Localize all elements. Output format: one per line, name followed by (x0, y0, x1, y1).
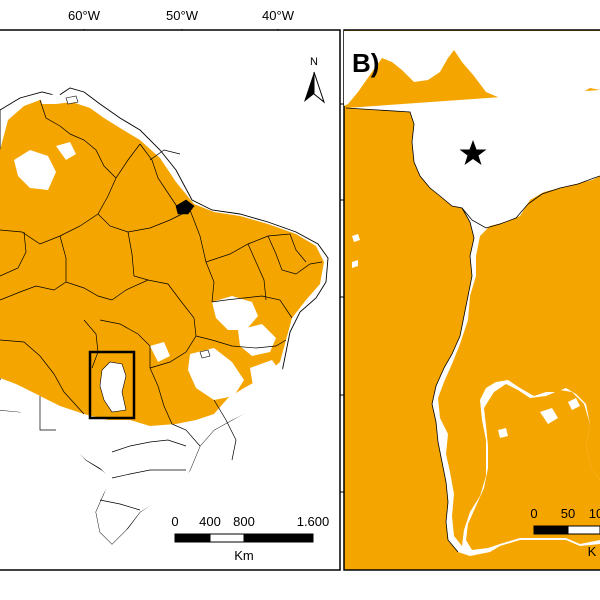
scale-label-800: 800 (233, 514, 255, 529)
longitude-label-50w: 50°W (166, 8, 199, 23)
map-a-panel: 60°W 50°W 40°W (0, 8, 345, 571)
panel-label-b: B) (352, 48, 379, 78)
map-b-speckles (352, 234, 580, 438)
map-b-panel: B) 0 50 10 K (343, 29, 600, 571)
scale-label-0: 0 (171, 514, 178, 529)
scale-label-400: 400 (199, 514, 221, 529)
north-arrow-icon (304, 72, 314, 102)
islands-a (65, 95, 211, 359)
study-area-range (99, 361, 127, 413)
north-arrow: N (304, 56, 326, 104)
longitude-label-40w: 40°W (262, 8, 295, 23)
north-arrow-label: N (310, 56, 318, 68)
scale-b-label-0: 0 (530, 506, 537, 521)
scale-b-label-50: 50 (561, 506, 575, 521)
admin-borders-b (345, 107, 600, 553)
longitude-label-60w: 60°W (68, 8, 101, 23)
study-area-box (88, 350, 136, 420)
scale-label-1600: 1.600 (297, 514, 330, 529)
scale-bar-a: 0 400 800 1.600 Km (171, 514, 329, 563)
scale-unit-a: Km (234, 548, 254, 563)
range-gaps-a (0, 94, 284, 544)
star-icon (459, 140, 487, 165)
scale-unit-b: K (588, 544, 597, 559)
map-b-range-lower (466, 384, 600, 550)
admin-borders-a (0, 99, 323, 511)
map-b-white-region-top (344, 31, 600, 106)
scale-b-label-100: 10 (589, 506, 600, 521)
scale-bar-b: 0 50 10 K (530, 506, 600, 559)
